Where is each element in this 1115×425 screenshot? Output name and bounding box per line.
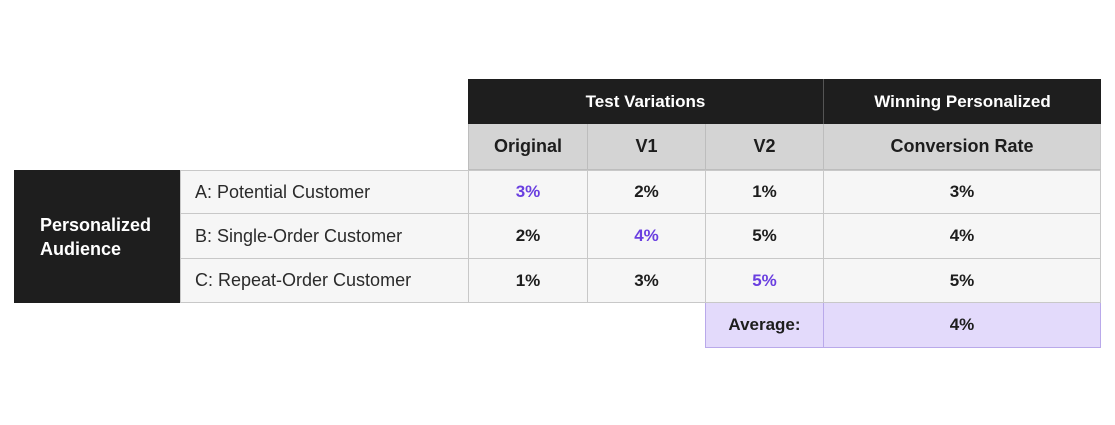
column-header-conversion-rate: Conversion Rate — [823, 124, 1101, 170]
cell-c-v1: 3% — [587, 259, 705, 303]
cell-b-winning: 4% — [823, 214, 1101, 259]
cell-a-v1: 2% — [587, 170, 705, 214]
column-header-original: Original — [468, 124, 587, 170]
personalized-audience-label: Personalized Audience — [14, 170, 180, 303]
audience-label-line2: Audience — [40, 238, 122, 259]
average-label: Average: — [705, 303, 824, 348]
column-header-v2: V2 — [705, 124, 823, 170]
row-label-c: C: Repeat-Order Customer — [180, 259, 468, 303]
column-header-v1: V1 — [587, 124, 705, 170]
cell-a-original: 3% — [468, 170, 587, 214]
winning-rate-header: Winning Personalized — [823, 79, 1101, 124]
cell-c-original: 1% — [468, 259, 587, 303]
cell-b-v2: 5% — [705, 214, 823, 259]
cell-c-winning: 5% — [823, 259, 1101, 303]
cell-a-winning: 3% — [823, 170, 1101, 214]
cell-c-v2: 5% — [705, 259, 823, 303]
cell-b-v1: 4% — [587, 214, 705, 259]
audience-label-line1: Personalized — [40, 214, 152, 235]
average-value: 4% — [823, 303, 1101, 348]
row-label-b: B: Single-Order Customer — [180, 214, 468, 259]
cell-a-v2: 1% — [705, 170, 823, 214]
cell-b-original: 2% — [468, 214, 587, 259]
row-label-a: A: Potential Customer — [180, 170, 468, 214]
test-variations-header: Test Variations — [468, 79, 823, 124]
